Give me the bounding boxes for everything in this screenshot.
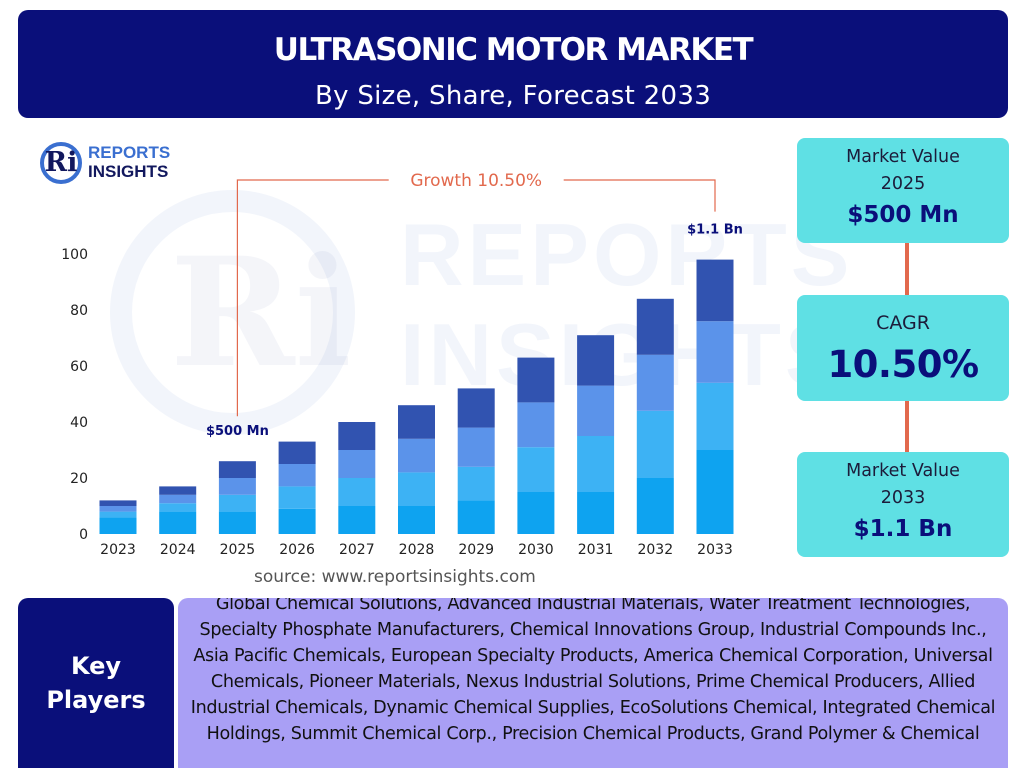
market-value-2033-card: Market Value 2033 $1.1 Bn	[797, 452, 1009, 557]
card-label: CAGR	[876, 312, 930, 334]
bar-segment	[278, 464, 316, 487]
market-bar-chart: 0 20 40 60 80 100 2023 2024 2025 2026 2027 2028 2029…	[61, 171, 743, 558]
logo-text: REPORTS INSIGHTS	[88, 143, 170, 181]
bar-segment	[457, 388, 495, 428]
key-players-box: Global Chemical Solutions, Advanced Indu…	[178, 598, 1008, 768]
growth-bracket-line	[563, 179, 716, 212]
bar-segment	[398, 405, 435, 439]
card-value: $1.1 Bn	[853, 516, 953, 542]
bar-segment	[457, 427, 495, 467]
key-players-label-line1: Key	[70, 652, 122, 680]
bar-segment	[278, 486, 316, 509]
data-label: $1.1 Bn	[687, 223, 743, 238]
page-subtitle: By Size, Share, Forecast 2033	[314, 81, 712, 111]
y-tick-label: 20	[70, 471, 88, 487]
growth-bracket-line	[236, 179, 389, 417]
bar-segment	[159, 511, 197, 534]
bar-segment	[636, 478, 674, 534]
bar-segment	[577, 385, 615, 436]
x-tick-label: 2031	[578, 542, 614, 558]
bar-segment	[278, 441, 316, 464]
data-label: $500 Mn	[206, 424, 269, 439]
bar-segment	[338, 506, 376, 534]
y-tick-label: 80	[70, 303, 88, 319]
x-tick-label: 2024	[160, 542, 196, 558]
key-players-label-line2: Players	[46, 686, 146, 714]
card-label: Market Value 2025	[797, 138, 1009, 198]
bar-segment	[159, 494, 197, 504]
x-tick-label: 2032	[637, 542, 673, 558]
y-tick-label: 40	[70, 415, 88, 431]
bar-segment	[577, 492, 615, 534]
bar-segment	[517, 402, 555, 448]
logo-line1: REPORTS	[88, 143, 171, 162]
bar-segment	[696, 259, 734, 322]
card-connector	[905, 401, 909, 452]
bar-segment	[398, 438, 435, 473]
cagr-card: CAGR 10.50%	[797, 295, 1009, 401]
y-tick-label: 60	[70, 359, 88, 375]
bar-segment	[99, 506, 137, 512]
bar-segment	[398, 472, 435, 506]
bar-segment	[696, 382, 734, 450]
bar-segment	[457, 500, 495, 534]
bar-segment	[218, 511, 256, 534]
bar-segment	[278, 508, 316, 534]
bar-segment	[577, 436, 615, 492]
bar-segment	[517, 492, 555, 534]
key-players-list: Global Chemical Solutions, Advanced Indu…	[190, 598, 996, 744]
x-tick-label: 2025	[220, 542, 256, 558]
x-tick-label: 2026	[279, 542, 315, 558]
key-players-label: Key Players	[18, 598, 174, 768]
x-tick-label: 2033	[697, 542, 733, 558]
page-title: ULTRASONIC MOTOR MARKET	[273, 32, 754, 68]
source-note: source: www.reportsinsights.com	[254, 567, 536, 587]
growth-label: Growth 10.50%	[410, 171, 542, 191]
card-label-line1: Market Value	[846, 147, 960, 167]
x-tick-label: 2029	[458, 542, 494, 558]
bar-segment	[457, 466, 495, 501]
card-value: 10.50%	[827, 343, 979, 386]
bar-segment	[338, 422, 376, 450]
x-tick-label: 2023	[100, 542, 136, 558]
bar-segment	[159, 503, 197, 512]
x-tick-label: 2027	[339, 542, 375, 558]
bar-segment	[218, 494, 256, 512]
bar-segment	[159, 486, 197, 495]
card-label-line2: 2033	[880, 488, 926, 508]
bar-segment	[218, 478, 256, 495]
bar-segment	[99, 511, 137, 518]
brand-logo: Ri REPORTS INSIGHTS	[40, 142, 180, 184]
bar-segment	[636, 298, 674, 355]
logo-line2: INSIGHTS	[88, 162, 169, 181]
bar-segment	[517, 357, 555, 403]
bar-segment	[398, 506, 435, 534]
logo-mark-icon: Ri	[40, 142, 82, 184]
y-tick-label: 0	[79, 527, 88, 543]
bar-segment	[338, 450, 376, 478]
bar-segment	[696, 450, 734, 534]
bar-segment	[517, 447, 555, 492]
bar-segment	[577, 335, 615, 386]
bar-segment	[218, 461, 256, 478]
bar-segment	[99, 517, 137, 534]
card-label-line2: 2025	[880, 174, 926, 194]
card-label-line1: Market Value	[846, 461, 960, 481]
header-banner: ULTRASONIC MOTOR MARKET By Size, Share, …	[18, 10, 1008, 118]
y-tick-label: 100	[61, 247, 88, 263]
x-tick-label: 2028	[399, 542, 435, 558]
bar-segment	[99, 500, 137, 506]
card-value: $500 Mn	[847, 202, 959, 228]
bar-segment	[636, 410, 674, 478]
card-connector	[905, 243, 909, 295]
market-value-2025-card: Market Value 2025 $500 Mn	[797, 138, 1009, 243]
x-tick-label: 2030	[518, 542, 554, 558]
bar-segment	[696, 321, 734, 383]
bar-segment	[338, 478, 376, 506]
card-label: Market Value 2033	[797, 452, 1009, 512]
bar-segment	[636, 354, 674, 411]
